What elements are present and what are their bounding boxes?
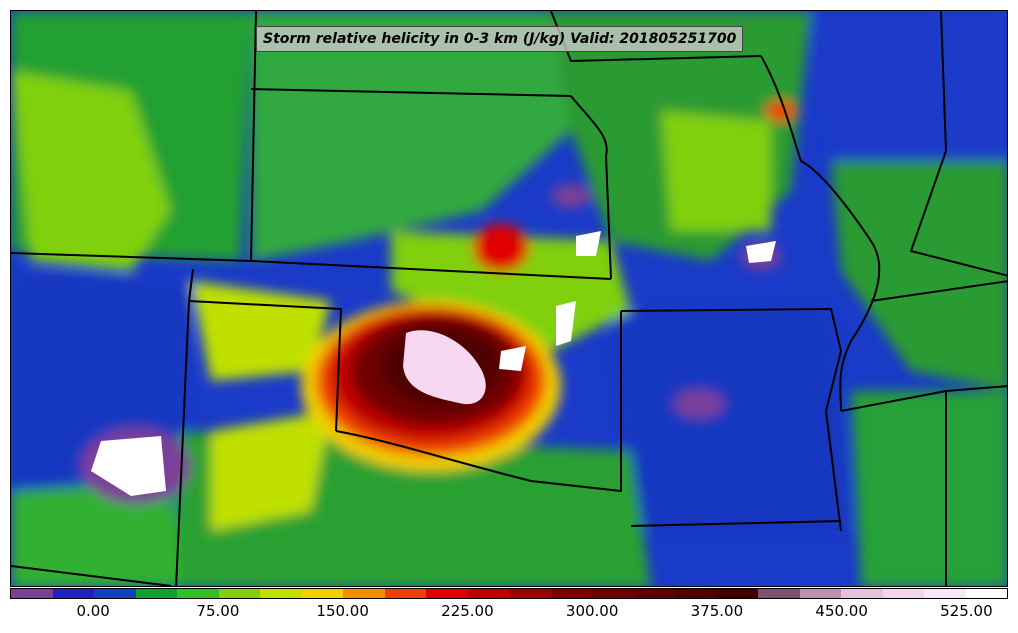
colorbar-segment: [965, 589, 1007, 598]
max-helicity-core: [403, 330, 486, 405]
colorbar-tick-label: 225.00: [441, 602, 494, 620]
colorbar-tick-label: 300.00: [565, 602, 619, 620]
colorbar-segment: [924, 589, 966, 598]
colorbar-segment: [94, 589, 136, 598]
map-title: Storm relative helicity in 0-3 km (J/kg)…: [256, 26, 744, 52]
colorbar-segment: [509, 589, 551, 598]
colorbar-segment: [633, 589, 675, 598]
colorbar-segment: [260, 589, 302, 598]
white-patch-east: [746, 241, 776, 263]
colorbar-tick-label: 450.00: [815, 602, 868, 620]
colorbar-tick-label: 525.00: [940, 602, 993, 620]
colorbar-tick-label: 375.00: [690, 602, 744, 620]
colorbar-segment: [301, 589, 343, 598]
colorbar-tick-label: 150.00: [316, 602, 369, 620]
colorbar-segment: [135, 589, 177, 598]
colorbar-segment: [11, 589, 53, 598]
colorbar-segment: [758, 589, 800, 598]
white-patch-west: [91, 436, 166, 496]
colorbar-tick-label: 0.00: [76, 602, 110, 620]
colorbar-segment: [52, 589, 94, 598]
helicity-field: [11, 11, 1007, 586]
colorbar: [10, 588, 1008, 599]
colorbar-segment: [467, 589, 509, 598]
white-patch-ok: [556, 301, 576, 346]
colorbar-segment: [550, 589, 592, 598]
colorbar-segment: [384, 589, 426, 598]
colorbar-segment: [841, 589, 883, 598]
colorbar-segment: [675, 589, 717, 598]
colorbar-segment: [592, 589, 634, 598]
colorbar-segment: [799, 589, 841, 598]
map-panel: Storm relative helicity in 0-3 km (J/kg)…: [10, 10, 1008, 587]
colorbar-segment: [426, 589, 468, 598]
colorbar-segment: [343, 589, 385, 598]
white-patch-ok2: [499, 346, 526, 371]
srh-map: [11, 11, 1007, 586]
colorbar-tick-label: 75.00: [196, 602, 240, 620]
state-borders: [11, 11, 1007, 586]
white-patch-ks: [576, 231, 601, 256]
colorbar-segment: [218, 589, 260, 598]
colorbar-segment: [177, 589, 219, 598]
colorbar-ticks: 0.00 75.00 150.00 225.00 300.00 375.00 450.00 5…: [0, 602, 1018, 626]
colorbar-segment: [882, 589, 924, 598]
colorbar-segment: [716, 589, 758, 598]
